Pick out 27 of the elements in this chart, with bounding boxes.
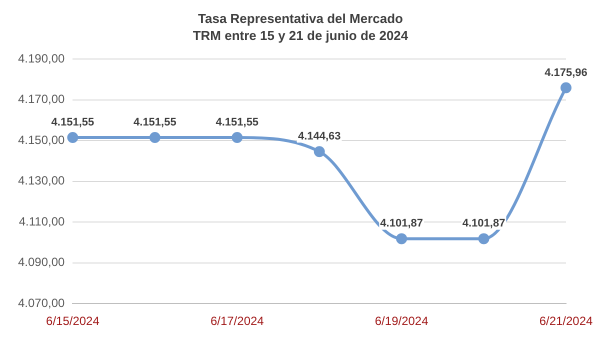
chart-subtitle: TRM entre 15 y 21 de junio de 2024 [192,27,410,44]
y-tick-label: 4.170,00 [18,92,66,106]
y-tick-label: 4.070,00 [18,296,66,310]
chart-title: Tasa Representativa del Mercado [197,10,404,27]
data-label: 4.144,63 [298,130,341,143]
data-label: 4.175,96 [544,66,588,79]
y-tick-label: 4.090,00 [18,255,66,270]
x-tick-label: 6/21/2024 [539,314,594,328]
point [560,82,572,94]
point [396,233,408,244]
y-tick-label: 4.130,00 [18,174,66,188]
point [232,132,243,144]
x-tick-label: 6/17/2024 [210,314,264,328]
x-tick-label: 6/19/2024 [374,314,429,328]
data-label: 4.101,87 [462,218,506,230]
point [314,146,325,158]
point [149,132,160,144]
data-label: 4.151,55 [51,116,94,129]
point [67,132,78,144]
y-tick-label: 4.190,00 [18,52,66,66]
x-tick-label: 6/15/2024 [46,314,100,328]
point [478,233,490,244]
data-label: 4.151,55 [216,116,259,129]
y-tick-label: 4.150,00 [18,132,66,147]
y-tick-label: 4.110,00 [18,214,66,228]
data-label: 4.151,55 [134,116,176,129]
data-label: 4.101,87 [380,218,423,230]
